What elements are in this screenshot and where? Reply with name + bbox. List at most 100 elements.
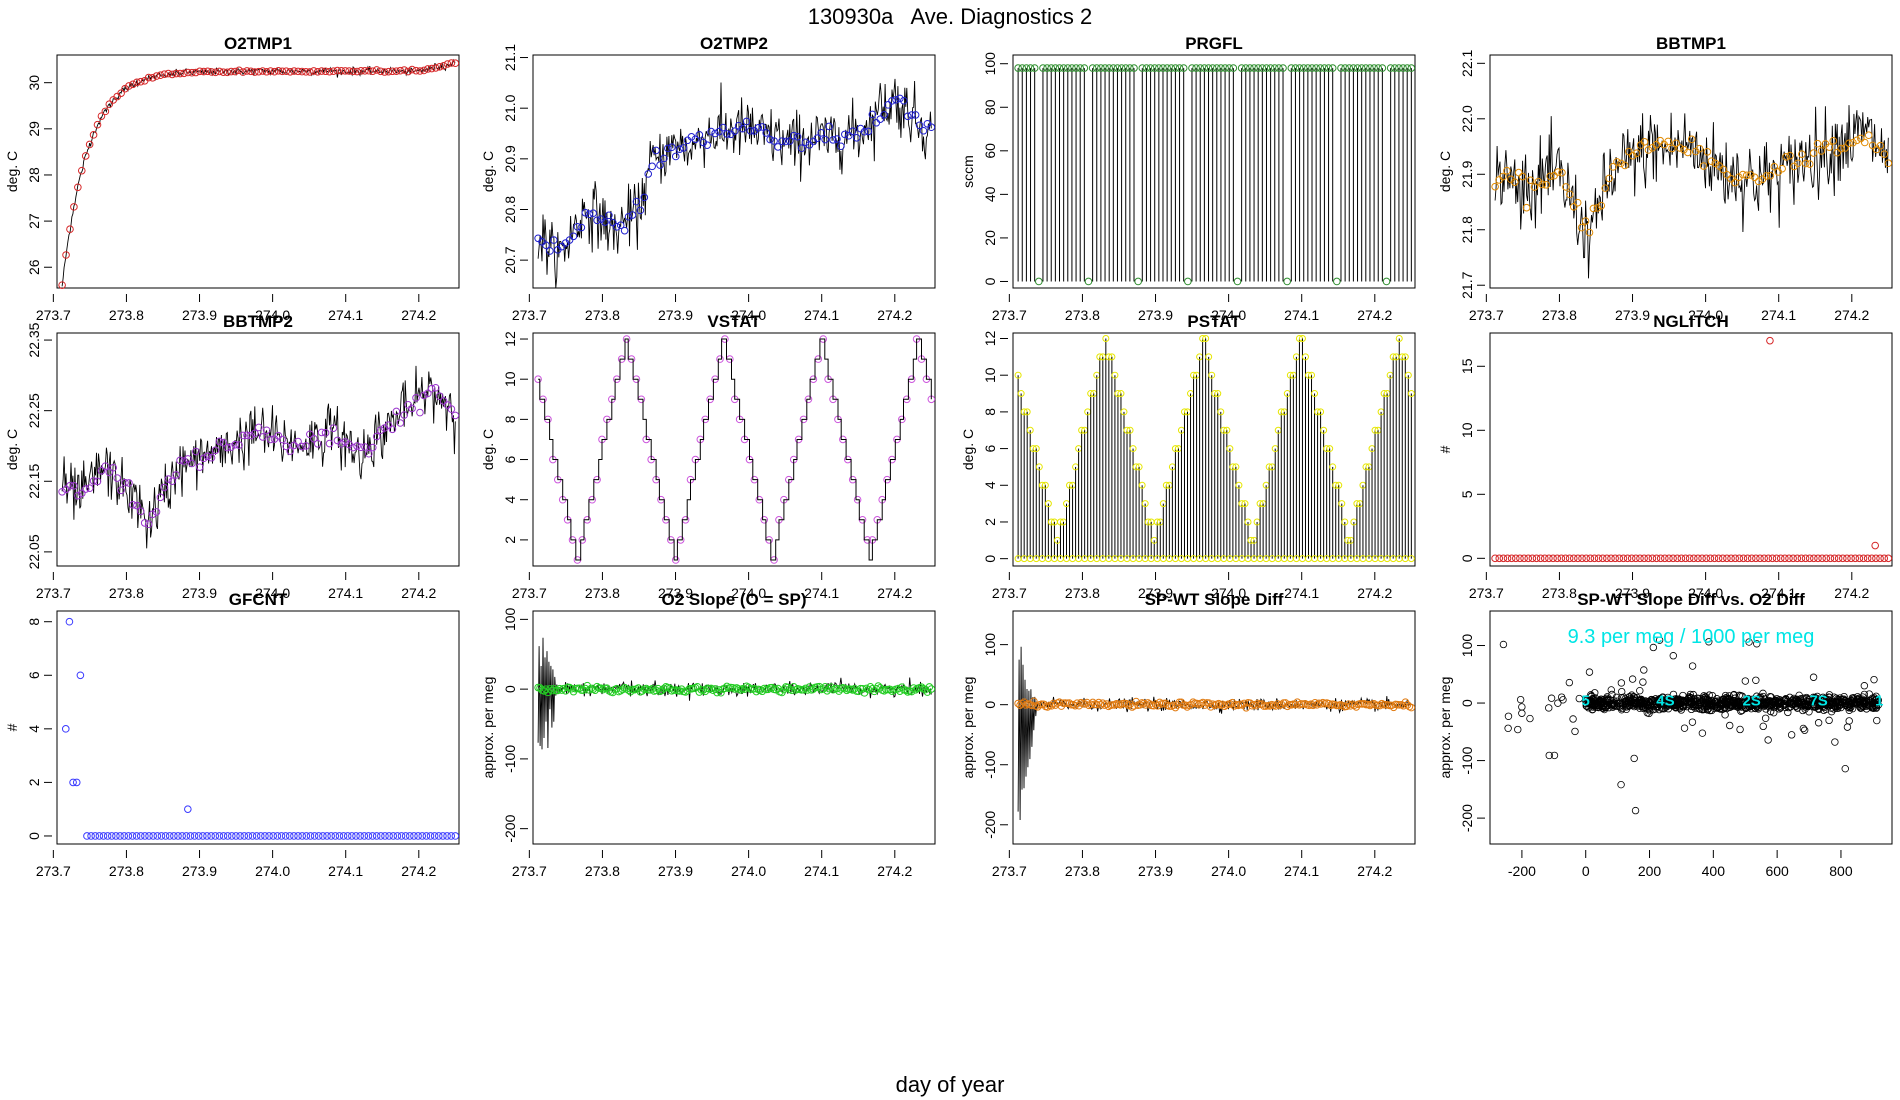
data-point [1039,700,1048,709]
data-point [1628,675,1637,683]
data-point [329,424,338,432]
data-point [1122,699,1131,708]
data-point [1718,554,1727,563]
x-tick-label: 800 [1829,863,1853,879]
data-point [628,211,637,219]
data-point [1868,141,1877,150]
data-point [290,67,298,75]
data-point [1605,174,1613,183]
data-point [1514,725,1522,734]
data-point [223,443,232,452]
data-point [388,67,397,76]
data-point [1538,180,1547,189]
x-tick-label: 274.0 [255,585,290,601]
plot-frame [532,54,936,289]
data-point [1683,148,1692,157]
data-point [404,67,412,76]
y-axis-label: deg. C [480,151,496,192]
data-point [1744,696,1753,705]
series-line [61,58,456,287]
data-point [1324,64,1333,72]
data-point [609,218,617,227]
data-point [1530,183,1539,191]
x-tick-label: 273.7 [992,585,1027,601]
data-point [1250,64,1258,72]
x-tick-label: 273.9 [1138,585,1173,601]
data-point [1789,554,1797,563]
data-point [1110,701,1119,709]
data-point [101,462,110,470]
data-point [207,832,215,840]
data-point [418,832,427,840]
data-point [1113,64,1122,72]
data-point [707,127,715,136]
data-point [109,463,118,472]
data-point [1491,182,1499,191]
data-point [384,421,393,429]
y-tick-label: 20.9 [502,145,518,172]
data-point [1814,554,1822,563]
data-point [172,471,180,479]
panel-title: SP-WT Slope Diff [1145,590,1284,609]
data-point [1759,722,1767,731]
data-point [1857,134,1865,143]
data-point [211,832,220,840]
data-point [1611,554,1619,563]
data-point [148,510,157,519]
y-tick-label: 28 [26,167,42,183]
data-point [186,832,195,840]
data-point [896,687,904,695]
data-point [1872,554,1880,563]
data-point [601,218,609,226]
x-tick-label: 273.8 [585,863,620,879]
data-point [195,67,204,76]
data-point [917,683,926,691]
data-point [1026,64,1035,72]
data-point [821,135,829,144]
data-point [309,434,318,443]
x-tick-label: 273.8 [585,307,620,323]
x-tick-label: 274.2 [401,585,436,601]
data-point [1214,390,1222,398]
y-tick-label: 22.05 [26,534,42,569]
data-point [1098,699,1107,707]
data-point [1598,554,1607,563]
data-point [1142,701,1150,709]
data-point [652,146,660,155]
x-tick-label: 274.1 [328,863,363,879]
data-point [534,375,542,383]
data-point [723,130,731,138]
data-point [1258,64,1267,72]
data-point [99,832,108,840]
data-point [306,832,315,840]
data-point [850,684,859,693]
data-point [211,68,220,77]
data-point [1793,554,1802,563]
data-point [95,832,104,840]
data-point [1526,714,1534,723]
data-point [730,127,739,136]
x-tick-label: 274.0 [1211,585,1246,601]
data-point [1776,554,1785,563]
data-point [232,832,240,840]
data-point [282,442,291,451]
data-point [1032,445,1040,453]
data-point [1146,700,1154,708]
data-point [66,225,74,234]
data-point [1688,662,1697,670]
data-point [309,67,318,75]
data-point [1618,704,1626,713]
data-point [1202,335,1210,343]
data-point [852,133,861,142]
y-tick-label: 2 [982,518,998,526]
data-point [901,686,910,695]
data-point [97,467,106,475]
plot-frame [1489,54,1893,289]
data-point [125,82,133,90]
data-point [192,68,200,77]
data-point [447,832,456,840]
data-point [542,241,550,250]
data-point [262,67,271,76]
plot-frame [56,610,460,845]
